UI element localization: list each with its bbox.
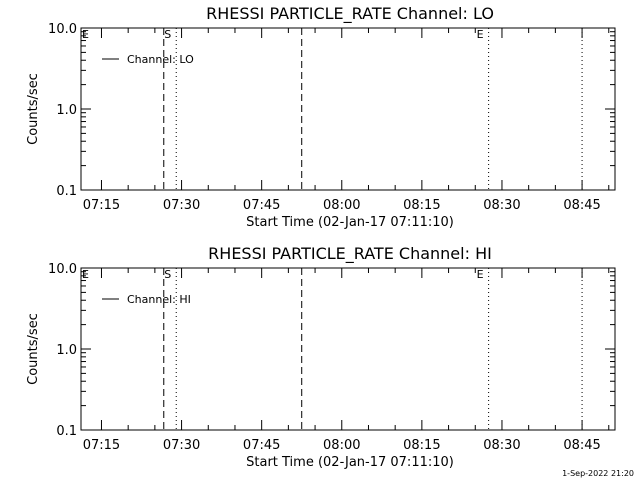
x-tick-label: 07:30 bbox=[163, 198, 200, 213]
edge-label: E bbox=[82, 28, 89, 41]
y-tick-label: 0.1 bbox=[56, 424, 77, 439]
y-tick-label: 10.0 bbox=[48, 22, 77, 37]
x-axis-label: Start Time (02-Jan-17 07:11:10) bbox=[246, 455, 454, 470]
y-tick-label: 10.0 bbox=[48, 262, 77, 277]
chart-title: RHESSI PARTICLE_RATE Channel: HI bbox=[208, 244, 492, 264]
x-tick-label: 08:30 bbox=[483, 198, 520, 213]
x-tick-label: 07:45 bbox=[243, 198, 280, 213]
x-tick-label: 08:00 bbox=[323, 438, 360, 453]
x-tick-label: 08:45 bbox=[563, 438, 600, 453]
x-tick-label: 07:45 bbox=[243, 438, 280, 453]
y-tick-label: 1.0 bbox=[56, 103, 77, 118]
y-tick-label: 1.0 bbox=[56, 343, 77, 358]
marker-label: E bbox=[477, 268, 484, 281]
x-tick-label: 08:45 bbox=[563, 198, 600, 213]
y-tick-label: 0.1 bbox=[56, 184, 77, 199]
x-tick-label: 08:15 bbox=[403, 198, 440, 213]
x-tick-label: 07:30 bbox=[163, 438, 200, 453]
footer-stamp: 1-Sep-2022 21:20 bbox=[562, 469, 634, 478]
edge-label: E bbox=[82, 268, 89, 281]
legend-label: Channel: LO bbox=[127, 53, 194, 66]
x-tick-label: 07:15 bbox=[83, 438, 120, 453]
y-axis-label: Counts/sec bbox=[26, 73, 41, 145]
marker-label: E bbox=[477, 28, 484, 41]
x-tick-label: 08:00 bbox=[323, 198, 360, 213]
marker-label: S bbox=[164, 28, 171, 41]
x-tick-label: 07:15 bbox=[83, 198, 120, 213]
chart-title: RHESSI PARTICLE_RATE Channel: LO bbox=[206, 4, 494, 24]
x-tick-label: 08:15 bbox=[403, 438, 440, 453]
legend-label: Channel: HI bbox=[127, 293, 191, 306]
x-axis-label: Start Time (02-Jan-17 07:11:10) bbox=[246, 215, 454, 230]
y-axis-label: Counts/sec bbox=[26, 313, 41, 385]
marker-label: S bbox=[164, 268, 171, 281]
x-tick-label: 08:30 bbox=[483, 438, 520, 453]
